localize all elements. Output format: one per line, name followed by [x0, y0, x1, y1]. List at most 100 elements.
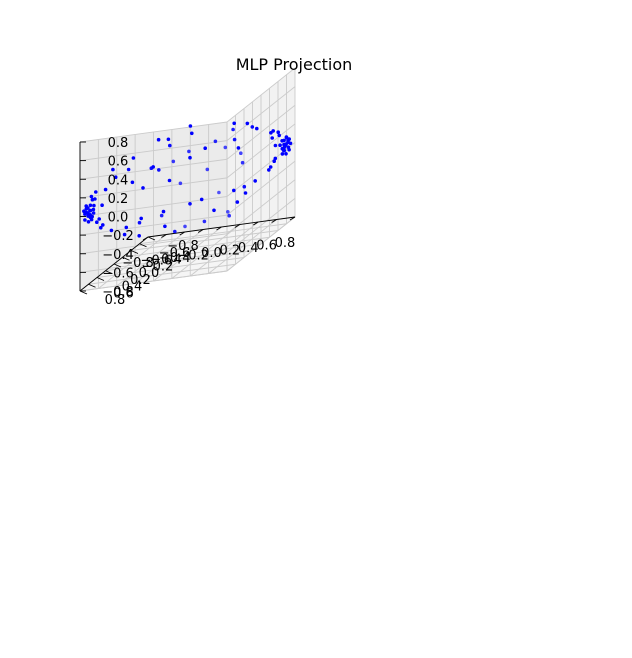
y-tick-label: 0.6 [113, 286, 134, 301]
data-point [286, 145, 291, 149]
data-point [232, 121, 236, 126]
gridline [79, 251, 228, 273]
data-point [82, 209, 86, 213]
gridlines [79, 67, 296, 292]
chart-title: MLP Projection [236, 55, 353, 74]
data-point [168, 143, 172, 148]
z-tick-label: −0.2 [102, 229, 134, 244]
data-point [270, 136, 275, 140]
data-point [156, 137, 161, 142]
x-tick-mark [216, 226, 222, 231]
data-point [231, 127, 235, 132]
data-point [141, 186, 145, 190]
data-point [223, 145, 228, 150]
x-tick-label: −0.6 [141, 254, 173, 269]
z-tick-label: 0.0 [108, 211, 129, 226]
gridline [96, 257, 245, 278]
gridline [226, 216, 296, 272]
gridline [226, 104, 296, 160]
data-point [130, 180, 135, 185]
y-tick-label: 0.8 [105, 293, 126, 308]
data-point [167, 178, 172, 183]
data-point [86, 220, 91, 224]
data-point [84, 207, 89, 211]
data-point [157, 168, 161, 172]
data-point [188, 155, 192, 160]
y-tick-mark [105, 270, 113, 275]
y-tick-label: 0.4 [122, 280, 143, 295]
data-point [88, 203, 93, 208]
data-point [235, 200, 240, 204]
data-point [101, 223, 105, 227]
data-point [86, 211, 90, 215]
gridline [226, 160, 296, 216]
data-point [183, 224, 187, 229]
data-point [173, 229, 177, 234]
x-tick-label: 0.0 [201, 246, 222, 261]
y-tick-label: −0.6 [159, 246, 191, 261]
data-point [188, 124, 193, 128]
data-point [280, 152, 285, 156]
z-tick-label: 0.4 [108, 173, 129, 188]
gridline [105, 250, 253, 272]
data-point [92, 203, 96, 208]
y-tick-label: −0.4 [150, 253, 182, 268]
data-point [90, 197, 95, 202]
x-tick-label: 0.6 [256, 239, 277, 254]
data-point [269, 131, 273, 135]
gridline [79, 121, 228, 143]
data-point [242, 184, 247, 189]
data-point [99, 225, 103, 230]
y-tick-label: −0.8 [167, 239, 199, 254]
data-point [276, 130, 281, 134]
gridline [226, 67, 296, 123]
data-point [227, 213, 231, 218]
data-point [187, 149, 191, 154]
data-point [95, 220, 99, 224]
data-point [190, 131, 194, 136]
data-point [282, 145, 287, 150]
data-point [137, 220, 142, 225]
data-point [111, 167, 115, 172]
data-point [203, 146, 207, 150]
gridline [79, 270, 228, 292]
y-tick-label: 0.0 [139, 266, 160, 281]
data-point [171, 159, 176, 164]
data-point [253, 179, 257, 183]
data-point [94, 190, 98, 194]
gridline [113, 243, 262, 265]
data-point [199, 197, 204, 202]
data-points [82, 121, 293, 238]
data-point [161, 209, 166, 214]
data-point [91, 207, 96, 212]
x-tick-mark [289, 216, 296, 221]
data-point [245, 121, 250, 126]
x-tick-mark [197, 229, 204, 233]
data-point [83, 218, 87, 222]
data-point [178, 181, 183, 186]
x-tick-mark [179, 231, 185, 236]
y-tick-label: 0.2 [130, 273, 151, 288]
x-tick-mark [234, 224, 241, 228]
z-tick-label: 0.2 [108, 192, 129, 207]
y-tick-mark [96, 277, 105, 281]
gridline [226, 198, 296, 253]
data-point [188, 202, 192, 206]
data-point [131, 156, 136, 160]
gridline [122, 236, 270, 258]
z-tick-label: −0.8 [102, 285, 134, 300]
gridline [130, 230, 279, 251]
data-point [205, 167, 210, 172]
data-point [240, 160, 245, 165]
data-point [232, 188, 236, 193]
data-point [109, 228, 114, 233]
data-point [282, 148, 287, 153]
data-point [126, 167, 131, 172]
data-point [277, 133, 282, 138]
data-point [236, 146, 241, 150]
data-point [213, 139, 218, 144]
y-tick-mark [147, 236, 156, 241]
data-point [84, 204, 88, 208]
gridline [79, 214, 228, 236]
